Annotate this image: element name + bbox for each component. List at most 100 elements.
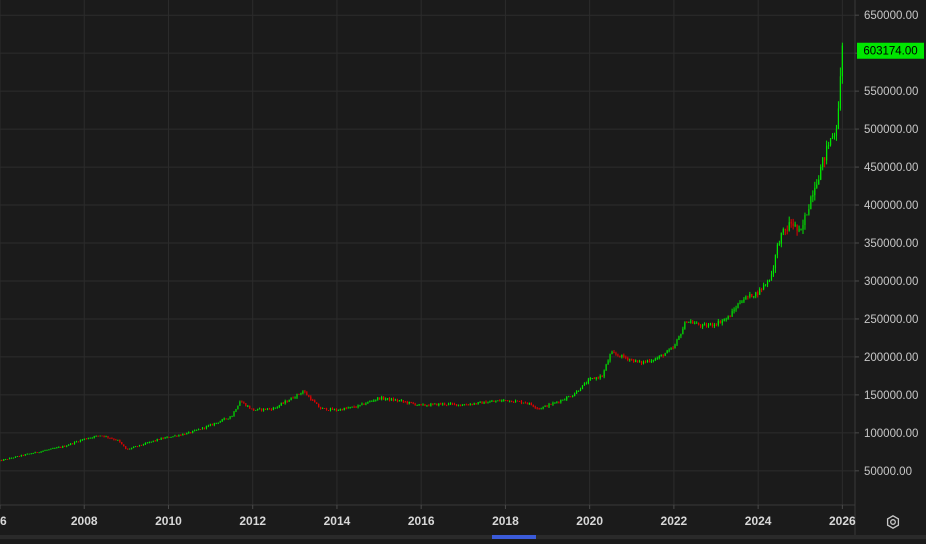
candle-body: [800, 229, 801, 230]
candle-body: [60, 447, 61, 448]
candle-body: [672, 348, 673, 349]
candle-body: [631, 359, 632, 360]
candle-body: [283, 403, 284, 404]
candle-body: [511, 401, 512, 402]
candle-body: [751, 294, 752, 297]
candle-body: [702, 324, 703, 326]
candle-body: [501, 400, 502, 401]
candle-body: [795, 225, 796, 226]
candle-body: [275, 408, 276, 409]
settings-button[interactable]: [880, 510, 906, 534]
candle-body: [326, 408, 327, 410]
candle-body: [340, 409, 341, 410]
candle-body: [680, 334, 681, 336]
candle-body: [389, 398, 390, 400]
candle-body: [700, 325, 701, 327]
candle-body: [310, 397, 311, 400]
candle-body: [320, 407, 321, 409]
candle-body: [354, 407, 355, 408]
candle-body: [352, 407, 353, 408]
candle-body: [291, 398, 292, 400]
candle-body: [649, 361, 650, 362]
candle-body: [361, 404, 362, 405]
candle-body: [96, 436, 97, 437]
candle-body: [328, 410, 329, 411]
candle-body: [466, 405, 467, 406]
candle-body: [273, 408, 274, 410]
candle-body: [174, 436, 175, 437]
candle-body: [716, 325, 717, 326]
candle-body: [279, 405, 280, 407]
candle-body: [442, 403, 443, 404]
price-tick-label: 350000.00: [864, 238, 918, 250]
candle-body: [9, 458, 10, 459]
candle-body: [633, 359, 634, 362]
candle-body: [407, 402, 408, 404]
candle-body: [840, 76, 841, 108]
candle-body: [125, 446, 126, 449]
bottom-scroll-strip[interactable]: [0, 535, 926, 539]
candle-body: [222, 419, 223, 421]
candle-body: [115, 440, 116, 441]
candle-body: [194, 430, 195, 431]
candle-body: [606, 365, 607, 371]
candle-body: [519, 401, 520, 402]
candle-body: [251, 409, 252, 410]
candle-body: [413, 403, 414, 404]
candle-body: [111, 438, 112, 439]
candle-body: [58, 447, 59, 448]
candle-body: [456, 404, 457, 406]
price-tick-label: 500000.00: [864, 124, 918, 136]
candle-body: [745, 296, 746, 299]
candle-body: [460, 405, 461, 406]
candle-body: [529, 403, 530, 404]
candle-body: [84, 439, 85, 440]
time-tick-label: 2020: [576, 514, 603, 528]
time-tick-label: 2026: [829, 514, 856, 528]
candle-body: [379, 398, 380, 400]
candle-body: [409, 402, 410, 403]
candle-body: [836, 129, 837, 136]
time-tick-label: 2016: [408, 514, 435, 528]
candle-body: [503, 400, 504, 401]
candle-body: [643, 362, 644, 364]
price-tick-label: 450000.00: [864, 162, 918, 174]
candle-body: [304, 391, 305, 392]
candle-body: [822, 157, 823, 167]
candle-body: [208, 426, 209, 427]
candle-body: [80, 440, 81, 442]
candle-body: [808, 209, 809, 214]
candle-body: [594, 378, 595, 379]
bottom-active-tab[interactable]: [492, 535, 536, 539]
candle-body: [574, 394, 575, 396]
candle-body: [37, 452, 38, 453]
candle-body: [472, 404, 473, 405]
candle-body: [405, 402, 406, 403]
candle-body: [198, 429, 199, 430]
candle-body: [619, 356, 620, 357]
candle-body: [820, 167, 821, 180]
candle-body: [485, 402, 486, 404]
candle-body: [726, 319, 727, 320]
candle-body: [769, 280, 770, 281]
candle-body: [44, 450, 45, 451]
candle-body: [255, 410, 256, 411]
candle-body: [383, 397, 384, 399]
candle-body: [578, 391, 579, 392]
candle-body: [13, 458, 14, 459]
candle-body: [100, 436, 101, 437]
candle-body: [793, 223, 794, 225]
candle-body: [728, 316, 729, 318]
candle-body: [420, 404, 421, 405]
candle-body: [544, 406, 545, 407]
candle-body: [621, 355, 622, 357]
candle-body: [422, 404, 423, 405]
candle-body: [239, 402, 240, 406]
candle-body: [391, 399, 392, 401]
candle-body: [791, 222, 792, 223]
candle-body: [186, 433, 187, 434]
candle-body: [572, 396, 573, 397]
candle-body: [826, 146, 827, 161]
